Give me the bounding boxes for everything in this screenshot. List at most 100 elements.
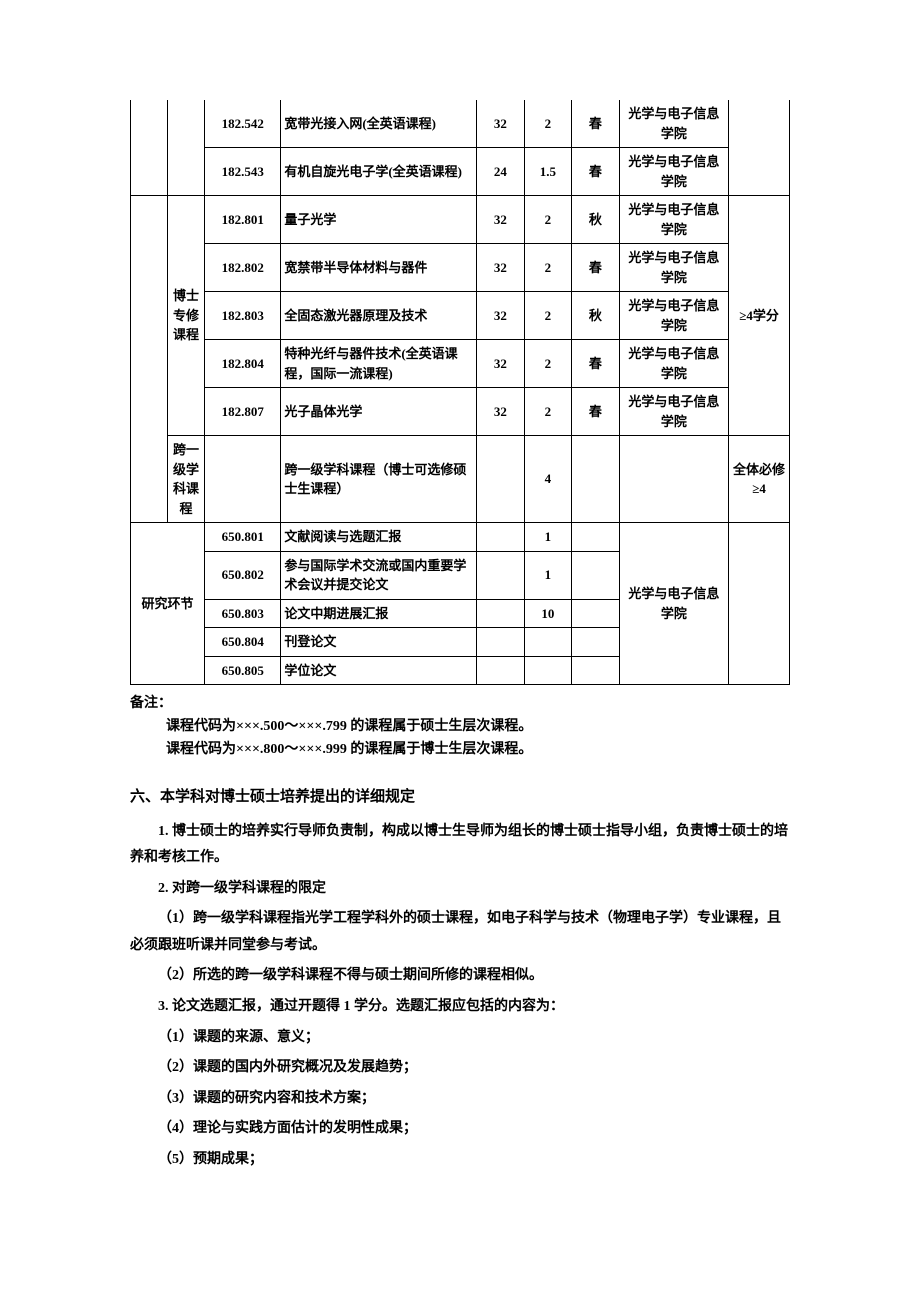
course-name: 光子晶体光学: [281, 388, 477, 436]
course-code: 182.542: [205, 100, 281, 148]
course-credits: 2: [524, 100, 572, 148]
course-hours-blank: [477, 551, 525, 599]
course-code: 182.802: [205, 244, 281, 292]
course-hours: 32: [477, 292, 525, 340]
course-credits: 1: [524, 551, 572, 599]
category-cell-blank-a: [131, 100, 168, 196]
course-code: 650.804: [205, 628, 281, 657]
course-hours-blank: [477, 628, 525, 657]
course-credits: 2: [524, 388, 572, 436]
course-semester-blank: [572, 628, 620, 657]
notes-line: 课程代码为×××.800～×××.999 的课程属于博士生层次课程。: [166, 739, 790, 760]
table-row: 182.804 特种光纤与器件技术(全英语课程，国际一流课程) 32 2 春 光…: [131, 340, 790, 388]
course-credits: 1: [524, 523, 572, 552]
requirement-cell-blank: [729, 100, 790, 196]
course-code: 650.801: [205, 523, 281, 552]
course-hours-blank: [477, 436, 525, 523]
course-hours: 32: [477, 196, 525, 244]
course-code: 650.802: [205, 551, 281, 599]
course-name: 特种光纤与器件技术(全英语课程，国际一流课程): [281, 340, 477, 388]
course-hours-blank: [477, 599, 525, 628]
curriculum-table: 182.542 宽带光接入网(全英语课程) 32 2 春 光学与电子信息学院 1…: [130, 100, 790, 685]
requirement-cell-blank: [729, 523, 790, 685]
course-dept: 光学与电子信息学院: [619, 292, 728, 340]
course-hours-blank: [477, 523, 525, 552]
research-section-label: 研究环节: [131, 523, 205, 685]
course-credits: 2: [524, 340, 572, 388]
section-heading: 六、本学科对博士硕士培养提出的详细规定: [130, 786, 790, 809]
course-code: 650.805: [205, 656, 281, 685]
notes-label: 备注：: [130, 696, 172, 711]
course-name: 文献阅读与选题汇报: [281, 523, 477, 552]
course-dept: 光学与电子信息学院: [619, 196, 728, 244]
course-semester: 春: [572, 244, 620, 292]
requirement-cell: ≥4学分: [729, 196, 790, 436]
table-row: 182.543 有机自旋光电子学(全英语课程) 24 1.5 春 光学与电子信息…: [131, 148, 790, 196]
notes-line: 课程代码为×××.500～×××.799 的课程属于硕士生层次课程。: [166, 716, 790, 737]
course-name: 量子光学: [281, 196, 477, 244]
course-hours: 32: [477, 340, 525, 388]
course-hours: 32: [477, 388, 525, 436]
course-semester-blank: [572, 551, 620, 599]
course-name: 有机自旋光电子学(全英语课程): [281, 148, 477, 196]
course-semester-blank: [572, 523, 620, 552]
table-row: 博士专修课程 182.801 量子光学 32 2 秋 光学与电子信息学院 ≥4学…: [131, 196, 790, 244]
paragraph: （1）课题的来源、意义；: [130, 1025, 790, 1052]
category-cell: 跨一级学科课程: [168, 436, 205, 523]
course-dept: 光学与电子信息学院: [619, 340, 728, 388]
course-hours-blank: [477, 656, 525, 685]
table-row: 182.802 宽禁带半导体材料与器件 32 2 春 光学与电子信息学院: [131, 244, 790, 292]
course-code: 182.803: [205, 292, 281, 340]
table-row: 182.803 全固态激光器原理及技术 32 2 秋 光学与电子信息学院: [131, 292, 790, 340]
course-hours: 32: [477, 244, 525, 292]
course-dept-blank: [619, 436, 728, 523]
course-dept: 光学与电子信息学院: [619, 244, 728, 292]
course-semester: 春: [572, 388, 620, 436]
paragraph: 2. 对跨一级学科课程的限定: [130, 876, 790, 903]
paragraph: 1. 博士硕士的培养实行导师负责制，构成以博士生导师为组长的博士硕士指导小组，负…: [130, 819, 790, 872]
course-name: 全固态激光器原理及技术: [281, 292, 477, 340]
course-dept: 光学与电子信息学院: [619, 148, 728, 196]
course-hours: 24: [477, 148, 525, 196]
course-hours: 32: [477, 100, 525, 148]
course-semester: 春: [572, 148, 620, 196]
course-code-blank: [205, 436, 281, 523]
course-semester: 春: [572, 340, 620, 388]
course-code: 182.804: [205, 340, 281, 388]
course-semester-blank: [572, 436, 620, 523]
course-semester-blank: [572, 599, 620, 628]
course-semester-blank: [572, 656, 620, 685]
table-row: 跨一级学科课程 跨一级学科课程（博士可选修硕士生课程） 4 全体必修≥4: [131, 436, 790, 523]
course-dept: 光学与电子信息学院: [619, 523, 728, 685]
course-name: 学位论文: [281, 656, 477, 685]
course-code: 182.807: [205, 388, 281, 436]
category-cell-blank-c: [131, 196, 168, 523]
paragraph: （4）理论与实践方面估计的发明性成果；: [130, 1116, 790, 1143]
course-dept: 光学与电子信息学院: [619, 388, 728, 436]
paragraph: （1）跨一级学科课程指光学工程学科外的硕士课程，如电子科学与技术（物理电子学）专…: [130, 906, 790, 959]
course-name: 刊登论文: [281, 628, 477, 657]
course-code: 182.543: [205, 148, 281, 196]
course-name: 论文中期进展汇报: [281, 599, 477, 628]
course-code: 182.801: [205, 196, 281, 244]
course-credits: [524, 656, 572, 685]
course-name: 参与国际学术交流或国内重要学术会议并提交论文: [281, 551, 477, 599]
course-name: 跨一级学科课程（博士可选修硕士生课程）: [281, 436, 477, 523]
course-credits: 10: [524, 599, 572, 628]
course-credits: 1.5: [524, 148, 572, 196]
course-credits: 4: [524, 436, 572, 523]
category-cell-blank-b: [168, 100, 205, 196]
course-credits: 2: [524, 244, 572, 292]
notes-block: 备注： 课程代码为×××.500～×××.799 的课程属于硕士生层次课程。 课…: [130, 693, 790, 760]
paragraph: （3）课题的研究内容和技术方案；: [130, 1086, 790, 1113]
course-code: 650.803: [205, 599, 281, 628]
category-cell: 博士专修课程: [168, 196, 205, 436]
paragraph: （5）预期成果；: [130, 1147, 790, 1174]
table-row: 182.807 光子晶体光学 32 2 春 光学与电子信息学院: [131, 388, 790, 436]
course-name: 宽禁带半导体材料与器件: [281, 244, 477, 292]
course-semester: 春: [572, 100, 620, 148]
table-row: 182.542 宽带光接入网(全英语课程) 32 2 春 光学与电子信息学院: [131, 100, 790, 148]
paragraph: （2）所选的跨一级学科课程不得与硕士期间所修的课程相似。: [130, 963, 790, 990]
course-credits: [524, 628, 572, 657]
course-dept: 光学与电子信息学院: [619, 100, 728, 148]
